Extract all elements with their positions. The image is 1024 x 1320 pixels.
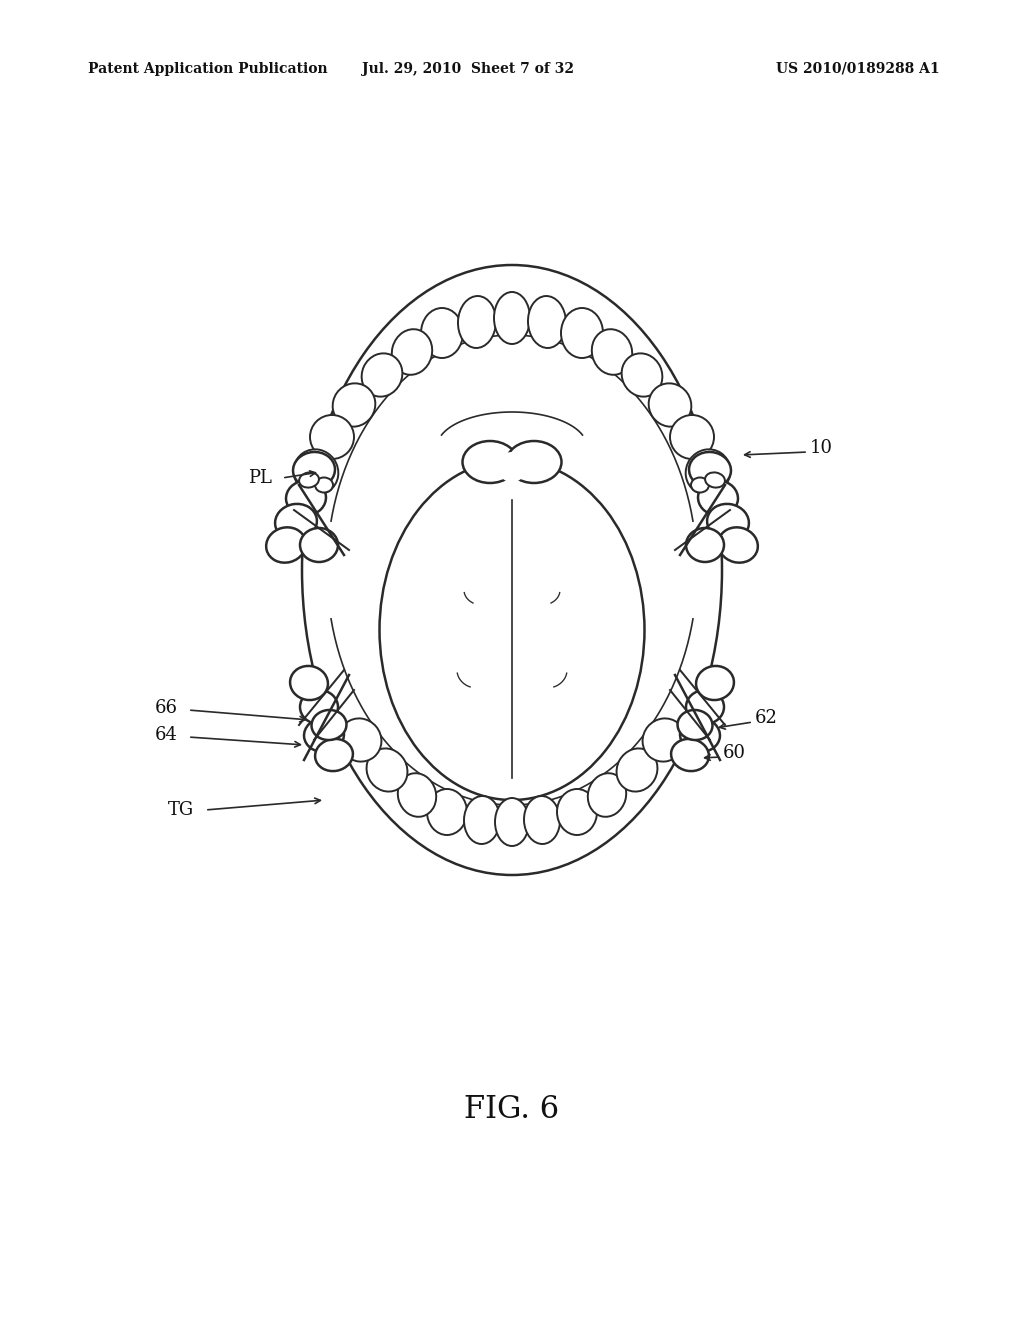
Ellipse shape xyxy=(311,710,346,741)
Ellipse shape xyxy=(315,478,333,492)
Ellipse shape xyxy=(266,527,306,562)
Ellipse shape xyxy=(310,414,354,459)
Ellipse shape xyxy=(708,504,749,540)
Ellipse shape xyxy=(696,665,734,700)
Ellipse shape xyxy=(380,459,644,800)
Ellipse shape xyxy=(300,528,338,562)
Ellipse shape xyxy=(718,527,758,562)
Ellipse shape xyxy=(557,789,597,836)
Ellipse shape xyxy=(495,799,529,846)
Ellipse shape xyxy=(392,329,432,375)
Ellipse shape xyxy=(507,441,561,483)
Ellipse shape xyxy=(528,296,566,348)
Ellipse shape xyxy=(670,414,714,459)
Ellipse shape xyxy=(686,449,730,495)
Ellipse shape xyxy=(299,473,318,487)
Ellipse shape xyxy=(686,528,724,562)
Text: 66: 66 xyxy=(155,700,178,717)
Text: Jul. 29, 2010  Sheet 7 of 32: Jul. 29, 2010 Sheet 7 of 32 xyxy=(362,62,574,77)
Ellipse shape xyxy=(588,774,627,817)
Ellipse shape xyxy=(464,796,500,843)
Text: TG: TG xyxy=(168,801,195,818)
Ellipse shape xyxy=(648,383,691,426)
Ellipse shape xyxy=(524,796,560,843)
Ellipse shape xyxy=(691,478,709,492)
Ellipse shape xyxy=(290,665,328,700)
Text: FIG. 6: FIG. 6 xyxy=(465,1094,559,1126)
Ellipse shape xyxy=(622,354,663,396)
Ellipse shape xyxy=(561,308,603,358)
Ellipse shape xyxy=(300,690,338,723)
Ellipse shape xyxy=(458,296,496,348)
Text: 10: 10 xyxy=(810,440,833,457)
Ellipse shape xyxy=(680,718,720,752)
Ellipse shape xyxy=(678,710,713,741)
Ellipse shape xyxy=(643,718,685,762)
Ellipse shape xyxy=(671,739,709,771)
Ellipse shape xyxy=(367,748,408,792)
Text: PL: PL xyxy=(248,469,272,487)
Ellipse shape xyxy=(698,480,738,516)
Ellipse shape xyxy=(361,354,402,396)
Ellipse shape xyxy=(294,449,338,495)
Ellipse shape xyxy=(339,718,381,762)
Text: 64: 64 xyxy=(155,726,178,744)
Ellipse shape xyxy=(592,329,632,375)
Ellipse shape xyxy=(689,451,731,488)
Ellipse shape xyxy=(497,451,527,482)
Ellipse shape xyxy=(333,383,376,426)
Ellipse shape xyxy=(616,748,657,792)
Ellipse shape xyxy=(397,774,436,817)
Ellipse shape xyxy=(427,789,467,836)
Ellipse shape xyxy=(421,308,463,358)
Ellipse shape xyxy=(275,504,316,540)
Ellipse shape xyxy=(304,718,344,752)
Text: Patent Application Publication: Patent Application Publication xyxy=(88,62,328,77)
Ellipse shape xyxy=(494,292,530,345)
Ellipse shape xyxy=(293,451,335,488)
Ellipse shape xyxy=(463,441,517,483)
Text: 62: 62 xyxy=(755,709,778,727)
Text: US 2010/0189288 A1: US 2010/0189288 A1 xyxy=(776,62,940,77)
Ellipse shape xyxy=(706,473,725,487)
Ellipse shape xyxy=(315,739,353,771)
Text: 60: 60 xyxy=(723,744,746,762)
Ellipse shape xyxy=(286,480,326,516)
Ellipse shape xyxy=(686,690,724,723)
